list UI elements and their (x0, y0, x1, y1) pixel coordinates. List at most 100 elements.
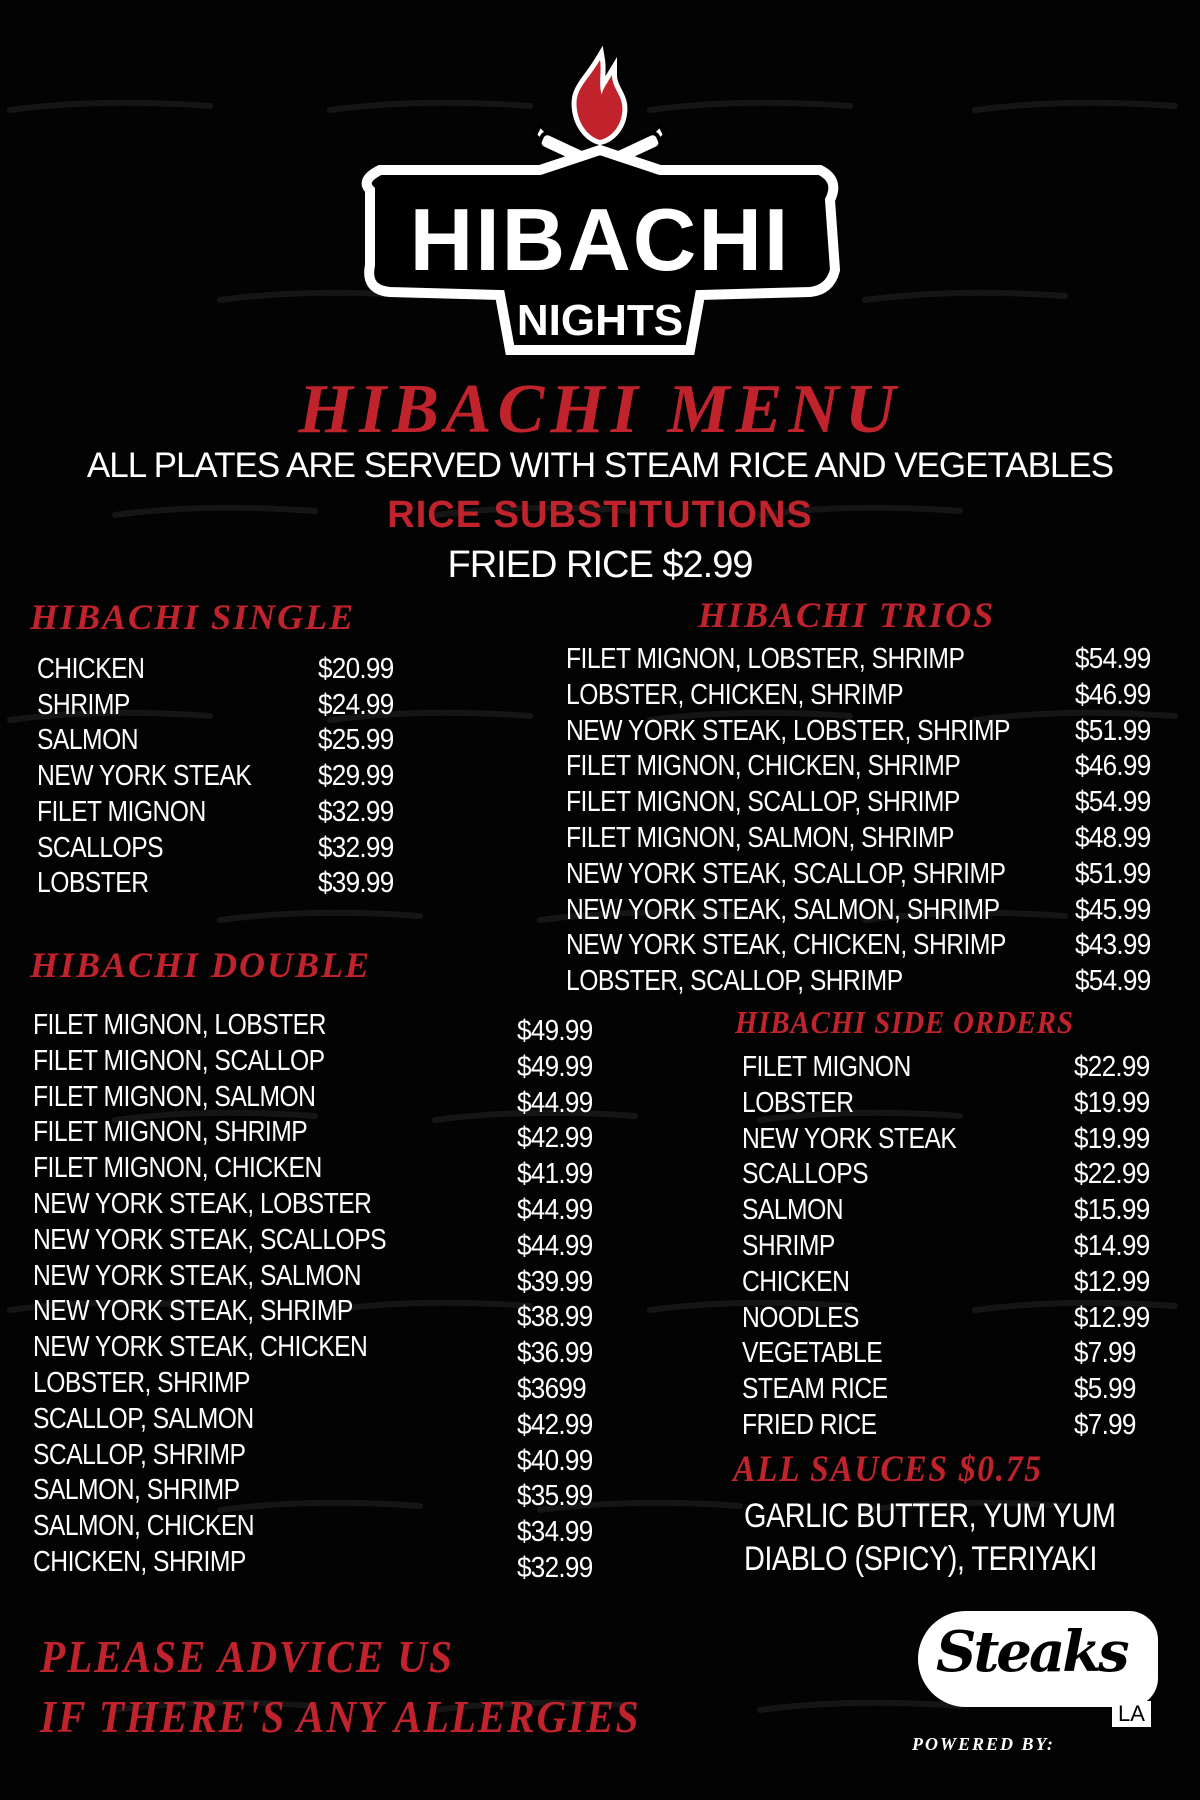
watermark-swoosh (7, 709, 213, 723)
double-item-name: SALMON, CHICKEN (33, 1510, 255, 1543)
trios-item-name: NEW YORK STEAK, SCALLOP, SHRIMP (566, 857, 1006, 890)
brand-name: Steaks (936, 1619, 1130, 1685)
trios-item-name: LOBSTER, SCALLOP, SHRIMP (566, 965, 903, 998)
watermark-swoosh (432, 504, 638, 518)
sides-item-name: SHRIMP (742, 1230, 835, 1262)
menu-title: HIBACHI MENU (298, 371, 902, 448)
trios-item-price: $45.99 (1075, 893, 1151, 926)
sauces-line: DIABLO (SPICY), TERIYAKI (744, 1540, 1097, 1578)
double-item-price: $35.99 (517, 1480, 593, 1513)
trios-item-name: FILET MIGNON, SCALLOP, SHRIMP (566, 786, 960, 819)
watermark-swoosh (972, 1299, 1178, 1313)
watermark-swoosh (217, 909, 423, 923)
menu-subtitle: ALL PLATES ARE SERVED WITH STEAM RICE AN… (86, 446, 1114, 485)
watermark-swoosh (112, 1109, 318, 1123)
watermark-swoosh (972, 99, 1178, 113)
watermark-swoosh (757, 1699, 963, 1713)
trios-item-price: $54.99 (1075, 965, 1151, 998)
watermark-swoosh (647, 99, 853, 113)
double-item-price: $42.99 (517, 1122, 593, 1155)
single-item-name: CHICKEN (37, 653, 145, 685)
double-item-name: NEW YORK STEAK, LOBSTER (33, 1188, 372, 1220)
double-item-price: $3699 (517, 1373, 587, 1405)
single-item-name: SALMON (37, 724, 139, 757)
sides-item-price: $7.99 (1074, 1409, 1136, 1441)
double-item-price: $39.99 (517, 1265, 593, 1298)
watermark-swoosh (862, 1499, 1068, 1513)
sides-item-price: $19.99 (1074, 1086, 1150, 1119)
single-item-name: SHRIMP (37, 688, 130, 721)
watermark-swoosh (862, 909, 1068, 923)
single-item-price: $25.99 (318, 724, 394, 757)
watermark-swoosh (862, 289, 1068, 303)
trios-item-price: $43.99 (1075, 929, 1151, 962)
fried-rice-substitution: FRIED RICE $2.99 (447, 544, 754, 586)
sides-item-name: SCALLOPS (742, 1158, 869, 1191)
double-item-name: CHICKEN, SHRIMP (33, 1546, 246, 1578)
watermark-swoosh (112, 1699, 318, 1713)
double-item-price: $36.99 (517, 1337, 593, 1370)
sides-item-price: $22.99 (1074, 1051, 1150, 1083)
single-item-price: $39.99 (318, 867, 394, 900)
hibachi-nights-logo: HIBACHI NIGHTS (361, 45, 841, 355)
watermark-swoosh (647, 1299, 853, 1313)
trios-item-price: $46.99 (1075, 678, 1151, 711)
sides-item-price: $14.99 (1074, 1230, 1150, 1262)
double-item-price: $32.99 (517, 1552, 593, 1584)
watermark-swoosh (327, 99, 533, 113)
double-item-price: $49.99 (517, 1050, 593, 1083)
watermark-swoosh (327, 1299, 533, 1313)
powered-by-label: POWERED BY: (912, 1734, 1055, 1754)
watermark-swoosh (217, 1499, 423, 1513)
trios-item-price: $48.99 (1075, 822, 1151, 854)
double-item-name: SALMON, SHRIMP (33, 1474, 240, 1507)
single-item-price: $20.99 (318, 653, 394, 685)
double-item-name: LOBSTER, SHRIMP (33, 1367, 250, 1399)
logo-text-nights: NIGHTS (517, 296, 683, 345)
double-heading: HIBACHI DOUBLE (30, 945, 372, 985)
trios-item-name: LOBSTER, CHICKEN, SHRIMP (566, 678, 904, 711)
double-item-name: FILET MIGNON, SHRIMP (33, 1116, 308, 1149)
steaks-la-logo: Steaks LA POWERED BY: (912, 1605, 1172, 1765)
watermark-swoosh (537, 909, 743, 923)
trios-item-name: FILET MIGNON, CHICKEN, SHRIMP (566, 750, 961, 783)
double-item-name: SCALLOP, SALMON (33, 1402, 254, 1435)
watermark-swoosh (972, 709, 1178, 723)
watermark-swoosh (7, 99, 213, 113)
double-item-price: $44.99 (517, 1229, 593, 1262)
single-item-name: NEW YORK STEAK (37, 760, 252, 793)
trios-item-name: NEW YORK STEAK, SALMON, SHRIMP (566, 893, 1000, 926)
double-item-price: $40.99 (517, 1444, 593, 1477)
watermark-swoosh (432, 1109, 638, 1123)
watermark-swoosh (432, 1699, 638, 1713)
watermark-swoosh (112, 504, 318, 518)
double-item-price: $42.99 (517, 1408, 593, 1441)
trios-item-name: FILET MIGNON, LOBSTER, SHRIMP (566, 643, 965, 675)
trios-item-price: $54.99 (1075, 786, 1151, 819)
trios-item-price: $46.99 (1075, 750, 1151, 783)
sides-item-name: NOODLES (742, 1301, 859, 1334)
logo-text-hibachi: HIBACHI (410, 190, 791, 289)
double-item-price: $34.99 (517, 1516, 593, 1549)
double-item-name: FILET MIGNON, SCALLOP (33, 1044, 325, 1077)
sides-item-name: FRIED RICE (742, 1409, 877, 1441)
single-item-price: $32.99 (318, 795, 394, 828)
watermark-swoosh (7, 1299, 213, 1313)
brand-sub: LA (1112, 1701, 1151, 1727)
sauces-heading: ALL SAUCES $0.75 (733, 1449, 1043, 1490)
double-item-name: SCALLOP, SHRIMP (33, 1438, 246, 1471)
watermark-swoosh (647, 709, 853, 723)
double-item-name: NEW YORK STEAK, SHRIMP (33, 1295, 353, 1328)
double-item-name: FILET MIGNON, SALMON (33, 1080, 316, 1113)
sides-item-name: SALMON (742, 1194, 844, 1227)
double-item-name: FILET MIGNON, CHICKEN (33, 1152, 322, 1185)
sides-heading: HIBACHI SIDE ORDERS (735, 1004, 1074, 1040)
double-item-name: NEW YORK STEAK, CHICKEN (33, 1331, 368, 1364)
sides-item-price: $7.99 (1074, 1337, 1136, 1370)
trios-item-price: $51.99 (1075, 857, 1151, 890)
sides-item-price: $15.99 (1074, 1194, 1150, 1227)
sides-item-name: LOBSTER (742, 1086, 854, 1119)
watermark-swoosh (757, 504, 963, 518)
watermark-swoosh (327, 709, 533, 723)
